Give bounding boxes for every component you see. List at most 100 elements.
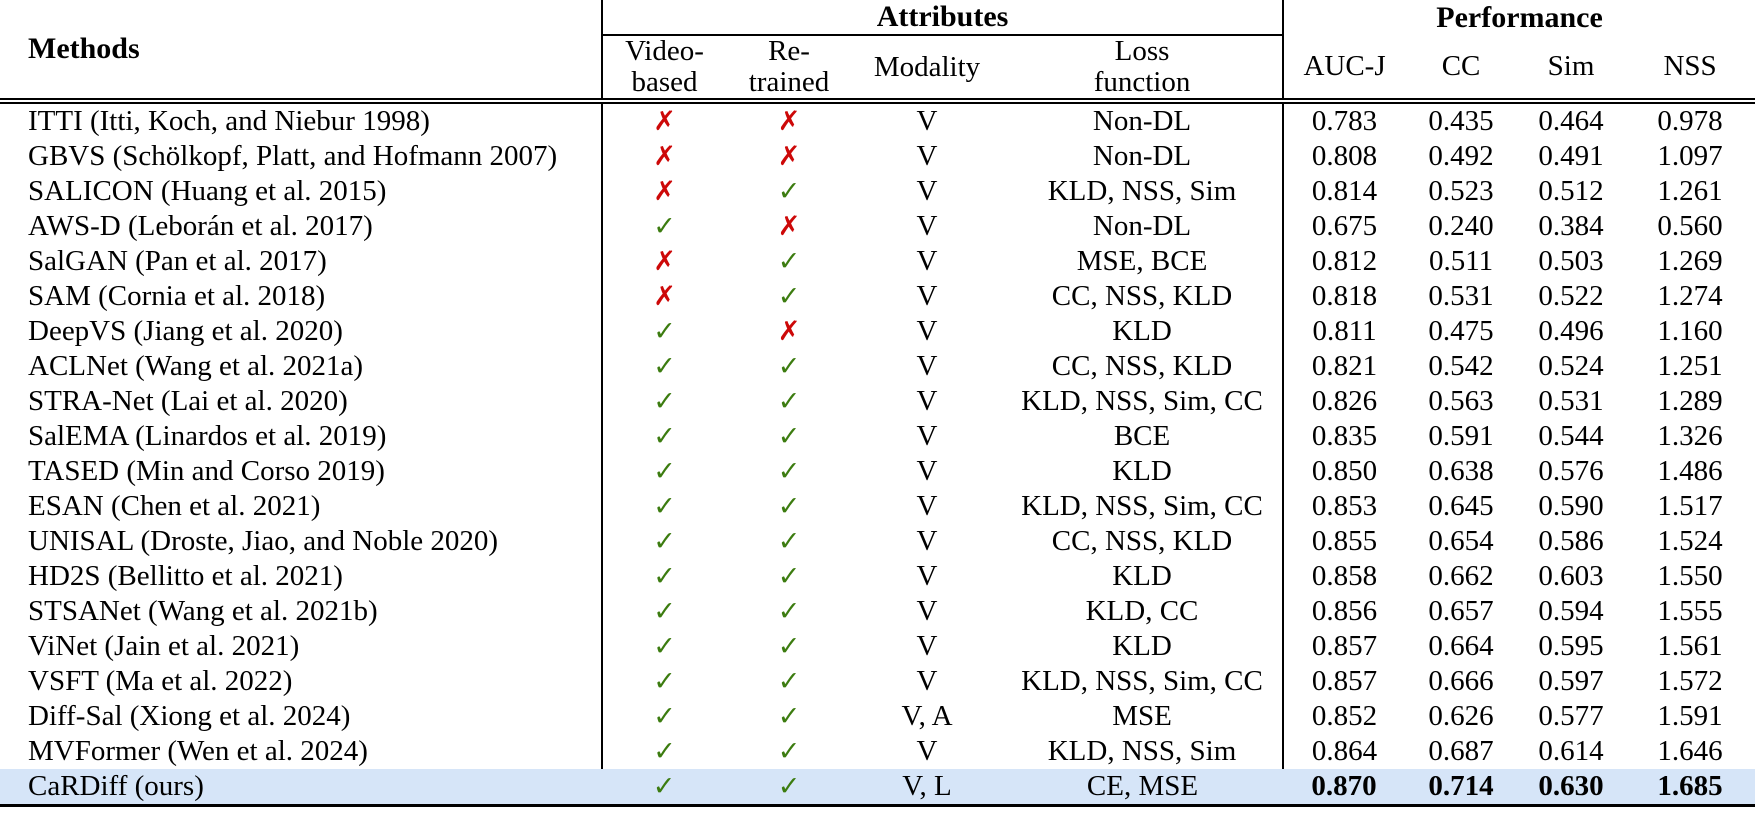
check-icon: ✓ (777, 771, 801, 802)
video-based-cell: ✗ (602, 279, 726, 314)
col-header-loss-function: Loss function (1002, 35, 1285, 104)
col-header-modality: Modality (852, 35, 1002, 104)
method-name: VSFT (Ma et al. 2022) (0, 664, 603, 699)
auc-j-value: 0.818 (1311, 280, 1378, 312)
method-name: MVFormer (Wen et al. 2024) (0, 734, 603, 769)
auc-j-value: 0.783 (1311, 105, 1378, 137)
check-icon: ✓ (777, 736, 801, 767)
modality-value: V (916, 630, 938, 662)
cc-value: 0.475 (1428, 315, 1494, 347)
cross-icon: ✗ (653, 141, 676, 172)
re-trained-cell: ✓ (726, 769, 852, 806)
modality-value: V (916, 525, 938, 557)
nss-value: 1.591 (1657, 700, 1723, 732)
method-name: CaRDiff (ours) (0, 769, 602, 806)
re-trained-cell: ✓ (726, 174, 852, 209)
modality-value: V (916, 350, 938, 382)
check-icon: ✓ (777, 631, 801, 662)
check-icon: ✓ (777, 246, 801, 277)
auc-j-value: 0.858 (1311, 560, 1378, 592)
results-table: Methods Attributes Performance Video- ba… (0, 0, 1755, 807)
video-based-cell: ✗ (602, 101, 726, 139)
check-icon: ✓ (653, 596, 676, 627)
check-icon: ✓ (653, 526, 676, 557)
video-based-cell: ✓ (602, 734, 726, 769)
modality-value: V (916, 315, 938, 347)
nss-value: 1.269 (1657, 245, 1723, 277)
check-icon: ✓ (777, 456, 801, 487)
col-header-video-based: Video- based (602, 35, 726, 104)
sim-value: 0.597 (1538, 665, 1604, 697)
method-name: SAM (Cornia et al. 2018) (0, 279, 603, 314)
table-row: SalEMA (Linardos et al. 2019) ✓ ✓ V BCE … (0, 419, 1755, 454)
sim-value: 0.464 (1538, 105, 1604, 137)
cc-value: 0.435 (1428, 105, 1494, 137)
col-header-line: AUC-J (1303, 50, 1386, 82)
re-trained-cell: ✓ (726, 384, 852, 419)
col-group-performance: Performance (1436, 0, 1603, 34)
modality-value: V (916, 455, 938, 487)
auc-j-value: 0.853 (1311, 490, 1378, 522)
loss-function-value: MSE, BCE (1002, 244, 1285, 279)
re-trained-cell: ✓ (726, 419, 852, 454)
check-icon: ✓ (653, 316, 676, 347)
cross-icon: ✗ (653, 246, 676, 277)
video-based-cell: ✓ (602, 419, 726, 454)
table-row: UNISAL (Droste, Jiao, and Noble 2020) ✓ … (0, 524, 1755, 559)
nss-value: 1.486 (1657, 455, 1723, 487)
table-row: CaRDiff (ours) ✓ ✓ V, L CE, MSE 0.870 0.… (0, 769, 1755, 806)
loss-function-value: KLD (1002, 559, 1285, 594)
auc-j-value: 0.855 (1311, 525, 1378, 557)
modality-value: V (916, 385, 938, 417)
auc-j-value: 0.812 (1311, 245, 1378, 277)
loss-function-value: KLD, NSS, Sim (1002, 174, 1285, 209)
check-icon: ✓ (653, 561, 676, 592)
cross-icon: ✗ (777, 141, 801, 172)
sim-value: 0.586 (1538, 525, 1604, 557)
video-based-cell: ✓ (602, 664, 726, 699)
nss-value: 1.524 (1657, 525, 1723, 557)
cc-value: 0.531 (1428, 280, 1494, 312)
video-based-cell: ✓ (602, 699, 726, 734)
re-trained-cell: ✓ (726, 699, 852, 734)
table-row: SAM (Cornia et al. 2018) ✗ ✓ V CC, NSS, … (0, 279, 1755, 314)
nss-value: 1.555 (1657, 595, 1723, 627)
cc-value: 0.654 (1428, 525, 1494, 557)
cc-value: 0.591 (1428, 420, 1494, 452)
nss-value: 1.274 (1657, 280, 1723, 312)
loss-function-value: KLD, NSS, Sim, CC (1002, 384, 1285, 419)
check-icon: ✓ (777, 421, 801, 452)
sim-value: 0.491 (1538, 140, 1604, 172)
re-trained-cell: ✓ (726, 524, 852, 559)
table-row: AWS-D (Leborán et al. 2017) ✓ ✗ V Non-DL… (0, 209, 1755, 244)
nss-value: 0.560 (1657, 210, 1723, 242)
auc-j-value: 0.856 (1311, 595, 1378, 627)
method-name: TASED (Min and Corso 2019) (0, 454, 603, 489)
video-based-cell: ✓ (602, 454, 726, 489)
table-row: Diff-Sal (Xiong et al. 2024) ✓ ✓ V, A MS… (0, 699, 1755, 734)
check-icon: ✓ (652, 771, 676, 802)
video-based-cell: ✓ (602, 629, 726, 664)
col-header-line: Video- (625, 35, 704, 67)
cc-value: 0.240 (1428, 210, 1494, 242)
auc-j-value: 0.835 (1311, 420, 1378, 452)
loss-function-value: CE, MSE (1002, 769, 1284, 806)
re-trained-cell: ✓ (726, 559, 852, 594)
cc-value: 0.511 (1428, 245, 1494, 277)
sim-value: 0.544 (1538, 420, 1604, 452)
re-trained-cell: ✓ (726, 279, 852, 314)
auc-j-value: 0.814 (1311, 175, 1378, 207)
table-row: HD2S (Bellitto et al. 2021) ✓ ✓ V KLD 0.… (0, 559, 1755, 594)
auc-j-value: 0.852 (1311, 700, 1378, 732)
sim-value: 0.594 (1538, 595, 1604, 627)
loss-function-value: KLD, NSS, Sim, CC (1002, 489, 1285, 524)
nss-value: 1.097 (1657, 140, 1723, 172)
col-header-line: NSS (1663, 50, 1717, 82)
table-row: STSANet (Wang et al. 2021b) ✓ ✓ V KLD, C… (0, 594, 1755, 629)
cc-value: 0.714 (1405, 769, 1518, 806)
method-name: GBVS (Schölkopf, Platt, and Hofmann 2007… (0, 139, 603, 174)
cross-icon: ✗ (653, 106, 676, 137)
sim-value: 0.576 (1538, 455, 1604, 487)
re-trained-cell: ✗ (726, 314, 852, 349)
